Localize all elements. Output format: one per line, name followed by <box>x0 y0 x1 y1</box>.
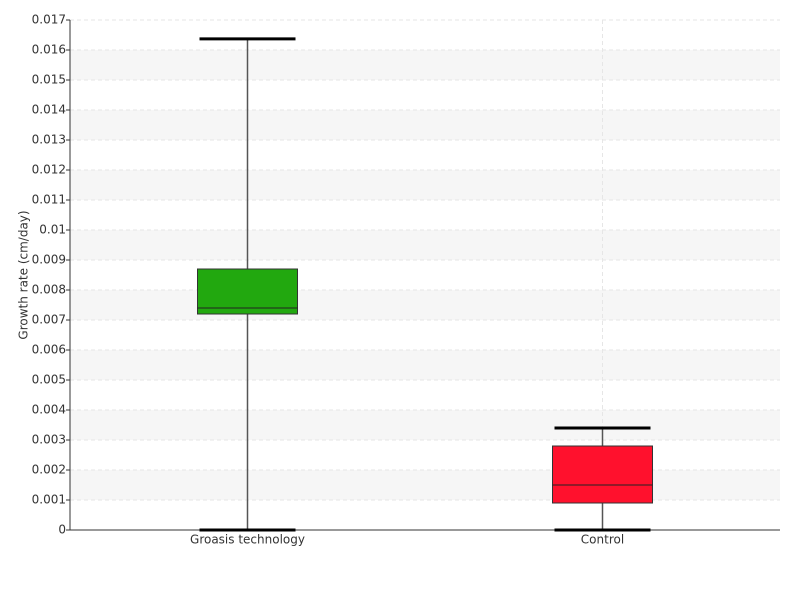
box <box>552 445 653 504</box>
x-tick-label: Control <box>581 533 624 547</box>
grid-band <box>70 410 780 440</box>
y-tick-label: 0.017 <box>32 13 66 27</box>
grid-band <box>70 350 780 380</box>
y-tick-label: 0.015 <box>32 73 66 87</box>
grid-band <box>70 230 780 260</box>
x-tick-label: Groasis technology <box>190 533 305 547</box>
y-tick-label: 0.01 <box>39 223 66 237</box>
y-tick-label: 0.014 <box>32 103 66 117</box>
y-tick-label: 0.016 <box>32 43 66 57</box>
y-tick-label: 0 <box>58 523 66 537</box>
y-tick-label: 0.007 <box>32 313 66 327</box>
grid-band <box>70 170 780 200</box>
grid-band <box>70 470 780 500</box>
y-tick-label: 0.013 <box>32 133 66 147</box>
box <box>197 268 298 315</box>
y-tick-label: 0.001 <box>32 493 66 507</box>
y-tick-label: 0.004 <box>32 403 66 417</box>
grid-band <box>70 290 780 320</box>
y-tick-label: 0.006 <box>32 343 66 357</box>
y-axis-label: Growth rate (cm/day) <box>17 210 31 339</box>
y-tick-label: 0.009 <box>32 253 66 267</box>
grid-band <box>70 50 780 80</box>
y-tick-label: 0.005 <box>32 373 66 387</box>
y-tick-label: 0.008 <box>32 283 66 297</box>
y-tick-label: 0.003 <box>32 433 66 447</box>
y-tick-label: 0.002 <box>32 463 66 477</box>
y-tick-label: 0.011 <box>32 193 66 207</box>
y-tick-label: 0.012 <box>32 163 66 177</box>
grid-band <box>70 110 780 140</box>
